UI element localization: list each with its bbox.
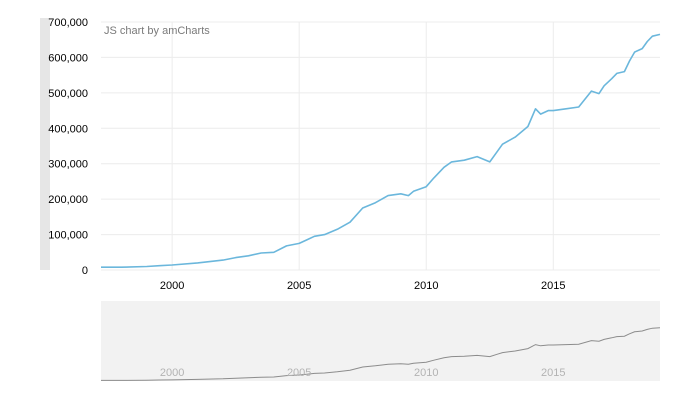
y-tick-label: 600,000 — [48, 52, 88, 64]
scrollbar-tick-label: 2000 — [160, 367, 184, 379]
y-tick-label: 300,000 — [48, 159, 88, 171]
scrollbar-tick-label: 2015 — [541, 367, 565, 379]
chart-credit[interactable]: JS chart by amCharts — [104, 25, 210, 37]
x-tick-label: 2005 — [287, 280, 311, 292]
x-tick-label: 2000 — [160, 280, 184, 292]
scrollbar-tick-label: 2005 — [287, 367, 311, 379]
y-tick-label: 400,000 — [48, 123, 88, 135]
y-tick-label: 100,000 — [48, 230, 88, 242]
x-scrollbar[interactable] — [101, 301, 660, 381]
y-tick-label: 700,000 — [48, 17, 88, 29]
gridlines — [101, 21, 660, 271]
x-tick-label: 2015 — [541, 280, 565, 292]
scrollbar-series-line — [101, 327, 661, 381]
y-tick-label: 200,000 — [48, 194, 88, 206]
x-tick-label: 2010 — [414, 280, 438, 292]
scrollbar-tick-label: 2010 — [414, 367, 438, 379]
series-line[interactable] — [101, 33, 661, 269]
y-tick-label: 500,000 — [48, 88, 88, 100]
y-tick-label: 0 — [82, 265, 88, 277]
y-scrollbar[interactable] — [40, 18, 50, 270]
